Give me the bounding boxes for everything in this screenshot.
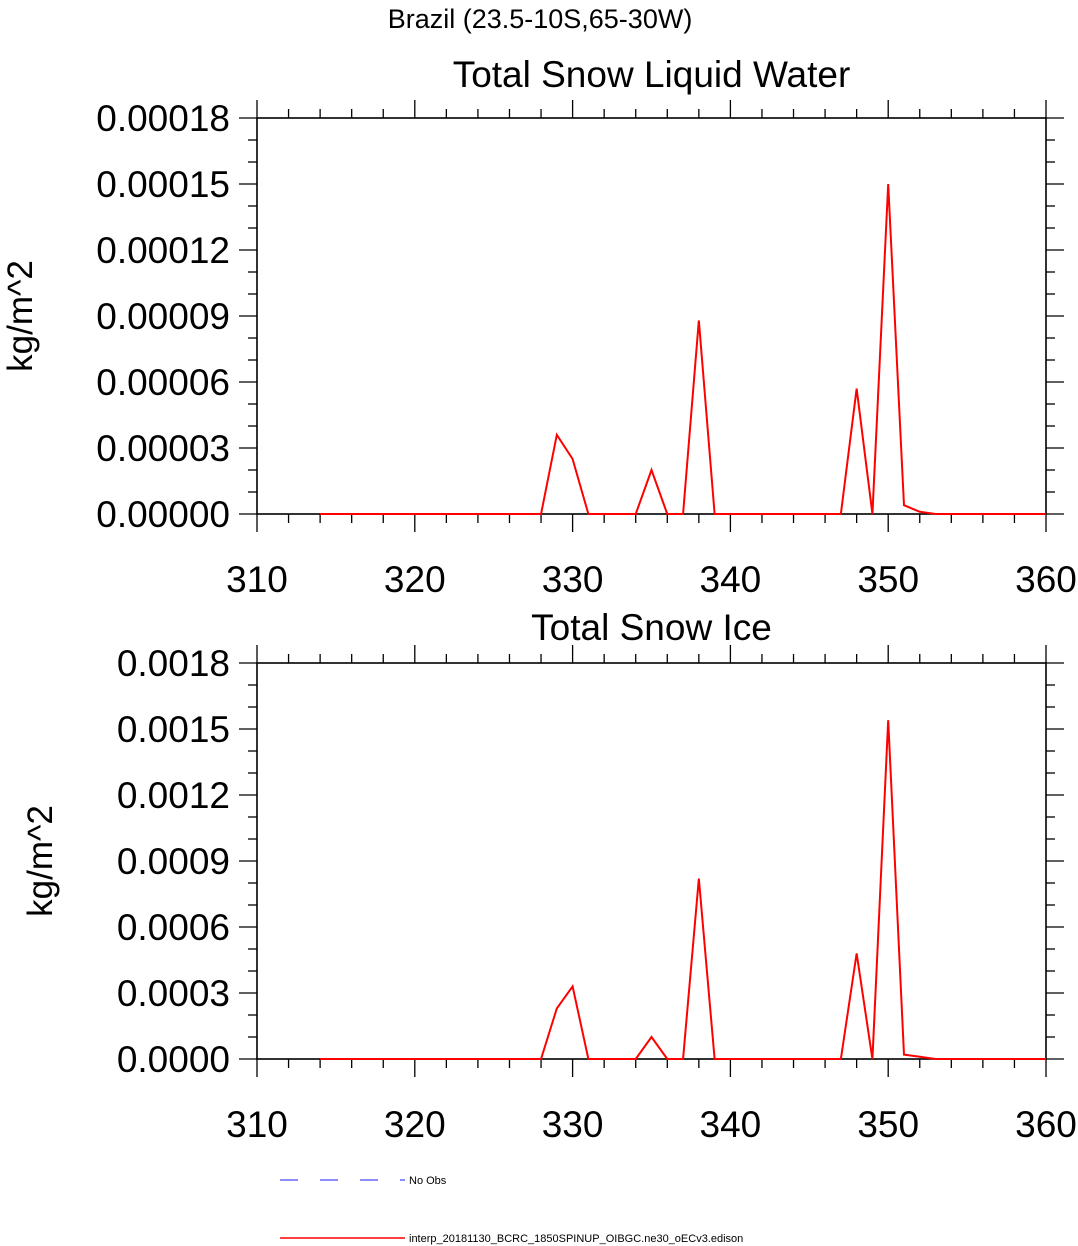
panel-title: Total Snow Liquid Water (453, 54, 851, 95)
x-tick-label: 360 (1015, 1104, 1077, 1145)
y-tick-label: 0.0006 (117, 907, 230, 948)
panel-title: Total Snow Ice (531, 607, 772, 648)
y-axis-label: kg/m^2 (21, 805, 60, 917)
y-tick-label: 0.00015 (96, 164, 230, 205)
x-tick-label: 310 (226, 1104, 288, 1145)
y-tick-label: 0.0018 (117, 643, 230, 684)
y-tick-label: 0.0009 (117, 841, 230, 882)
series-line-0 (320, 183, 1046, 515)
y-tick-label: 0.00000 (96, 494, 230, 535)
legend-label-no-obs: No Obs (409, 1175, 447, 1187)
plot-frame (256, 662, 1047, 1060)
y-tick-label: 0.00003 (96, 428, 230, 469)
panel-total-snow-ice: Total Snow Ice kg/m^2 310 320 330 340 350 360 0.… (21, 607, 1077, 1145)
y-tick-label: 0.00012 (96, 230, 230, 271)
y-tick-label: 0.0000 (117, 1039, 230, 1080)
y-tick-label: 0.00018 (96, 98, 230, 139)
y-tick-label: 0.00006 (96, 362, 230, 403)
y-tick-label: 0.00009 (96, 296, 230, 337)
legend-label-model: interp_20181130_BCRC_1850SPINUP_OIBGC.ne… (409, 1233, 743, 1245)
plot-frame (256, 117, 1047, 515)
panel-total-snow-liquid-water: Total Snow Liquid Water kg/m^2 310 320 330 34… (1, 54, 1077, 600)
x-tick-label: 350 (857, 559, 919, 600)
x-tick-label: 340 (700, 559, 762, 600)
y-tick-label: 0.0003 (117, 973, 230, 1014)
x-tick-label: 320 (384, 559, 446, 600)
x-tick-label: 340 (700, 1104, 762, 1145)
x-tick-label: 350 (857, 1104, 919, 1145)
x-tick-label: 310 (226, 559, 288, 600)
legend: No Obs interp_20181130_BCRC_1850SPINUP_O… (280, 1175, 743, 1245)
figure-title: Brazil (23.5-10S,65-30W) (388, 4, 693, 34)
y-tick-label: 0.0012 (117, 775, 230, 816)
y-axis-label: kg/m^2 (1, 260, 40, 372)
x-tick-label: 320 (384, 1104, 446, 1145)
series-line-0 (320, 720, 1046, 1060)
x-tick-label: 360 (1015, 559, 1077, 600)
x-tick-label: 330 (542, 1104, 604, 1145)
y-tick-label: 0.0015 (117, 709, 230, 750)
x-tick-label: 330 (542, 559, 604, 600)
